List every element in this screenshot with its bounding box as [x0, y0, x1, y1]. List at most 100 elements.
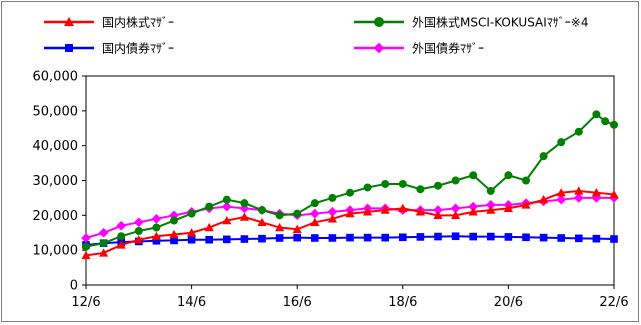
- data-point: [363, 183, 372, 192]
- data-point: [258, 234, 266, 243]
- y-axis: 0 10,000 20,000 30,000 40,000 50,000 60,000: [33, 70, 86, 294]
- data-point: [504, 171, 513, 180]
- data-point: [609, 189, 619, 199]
- data-point: [539, 195, 549, 204]
- plot-area: [85, 75, 615, 286]
- series-2: [82, 232, 618, 249]
- data-point: [381, 233, 389, 242]
- y-tick-label: 60,000: [33, 70, 79, 85]
- data-point: [222, 195, 231, 204]
- data-point: [116, 240, 126, 249]
- y-tick-label: 20,000: [33, 209, 79, 224]
- data-point: [575, 234, 583, 243]
- y-tick-label: 50,000: [33, 104, 79, 119]
- data-point: [416, 185, 425, 194]
- data-point: [99, 239, 108, 248]
- legend-label: 外国株式MSCI-KOKUSAIﾏｻﾞｰ※4: [412, 15, 589, 30]
- data-point: [257, 217, 267, 226]
- data-point: [134, 235, 144, 244]
- data-point: [610, 235, 618, 243]
- data-point: [539, 152, 548, 161]
- data-point: [592, 234, 601, 243]
- data-point: [556, 188, 566, 197]
- legend-item: 外国株式MSCI-KOKUSAIﾏｻﾞｰ※4: [354, 15, 589, 30]
- data-point: [275, 234, 284, 242]
- data-point: [309, 208, 320, 219]
- data-point: [486, 186, 495, 195]
- data-point: [99, 248, 109, 257]
- data-point: [117, 232, 126, 241]
- data-point: [81, 233, 91, 243]
- legend-item: 外国債券ﾏｻﾞｰ: [354, 41, 484, 56]
- y-tick-label: 40,000: [33, 139, 79, 154]
- x-axis: 12/6 14/6 16/6 18/6 20/6 22/6: [71, 285, 629, 310]
- data-point: [187, 235, 196, 244]
- legend-marker: [65, 44, 73, 52]
- data-point: [601, 117, 610, 126]
- legend-item: 国内債券ﾏｻﾞｰ: [44, 41, 174, 56]
- legend-label: 外国債券ﾏｻﾞｰ: [412, 41, 484, 56]
- data-point: [504, 233, 513, 241]
- data-point: [363, 207, 373, 216]
- data-point: [434, 181, 442, 190]
- legend-item: 国内株式ﾏｻﾞｰ: [44, 15, 174, 30]
- data-point: [346, 188, 354, 197]
- data-point: [240, 235, 249, 243]
- y-tick-label: 0: [70, 279, 78, 294]
- data-point: [486, 205, 496, 214]
- data-point: [151, 213, 162, 224]
- data-point: [433, 210, 443, 220]
- data-point: [469, 232, 477, 241]
- series-line: [85, 196, 614, 239]
- data-point: [310, 199, 319, 208]
- data-point: [328, 234, 337, 242]
- data-point: [363, 233, 372, 242]
- data-point: [574, 127, 583, 136]
- data-point: [293, 209, 302, 218]
- data-point: [82, 242, 90, 251]
- data-point: [468, 207, 478, 216]
- y-tick-label: 10,000: [33, 244, 79, 259]
- data-point: [556, 194, 567, 205]
- data-point: [222, 215, 232, 225]
- data-point: [292, 224, 302, 233]
- data-point: [152, 236, 161, 245]
- data-point: [574, 186, 584, 195]
- data-point: [151, 231, 161, 240]
- data-point: [503, 203, 513, 213]
- data-point: [327, 214, 337, 223]
- data-point: [539, 233, 548, 242]
- series-line: [85, 112, 615, 248]
- data-point: [310, 217, 320, 226]
- data-point: [573, 192, 584, 203]
- data-point: [205, 202, 214, 211]
- data-point: [451, 210, 461, 220]
- x-tick-label: 12/6: [71, 295, 100, 310]
- data-point: [187, 209, 196, 218]
- data-point: [311, 234, 319, 242]
- data-point: [381, 179, 390, 188]
- data-point: [610, 120, 618, 129]
- data-point: [133, 217, 144, 228]
- data-point: [328, 193, 337, 202]
- data-point: [169, 229, 179, 239]
- y-tick-label: 30,000: [33, 174, 79, 189]
- data-point: [415, 207, 425, 216]
- data-point: [469, 171, 478, 180]
- data-point: [557, 234, 565, 242]
- data-point: [239, 212, 249, 221]
- x-tick-label: 22/6: [599, 295, 628, 310]
- data-point: [152, 223, 161, 232]
- data-point: [275, 222, 285, 232]
- data-point: [240, 199, 249, 208]
- legend-label: 国内株式ﾏｻﾞｰ: [102, 15, 174, 30]
- data-point: [591, 188, 601, 197]
- data-point: [293, 233, 301, 242]
- data-point: [170, 216, 178, 225]
- data-point: [345, 208, 355, 218]
- data-point: [134, 227, 143, 236]
- data-point: [81, 250, 91, 260]
- data-point: [398, 179, 407, 188]
- series-1: [82, 110, 618, 251]
